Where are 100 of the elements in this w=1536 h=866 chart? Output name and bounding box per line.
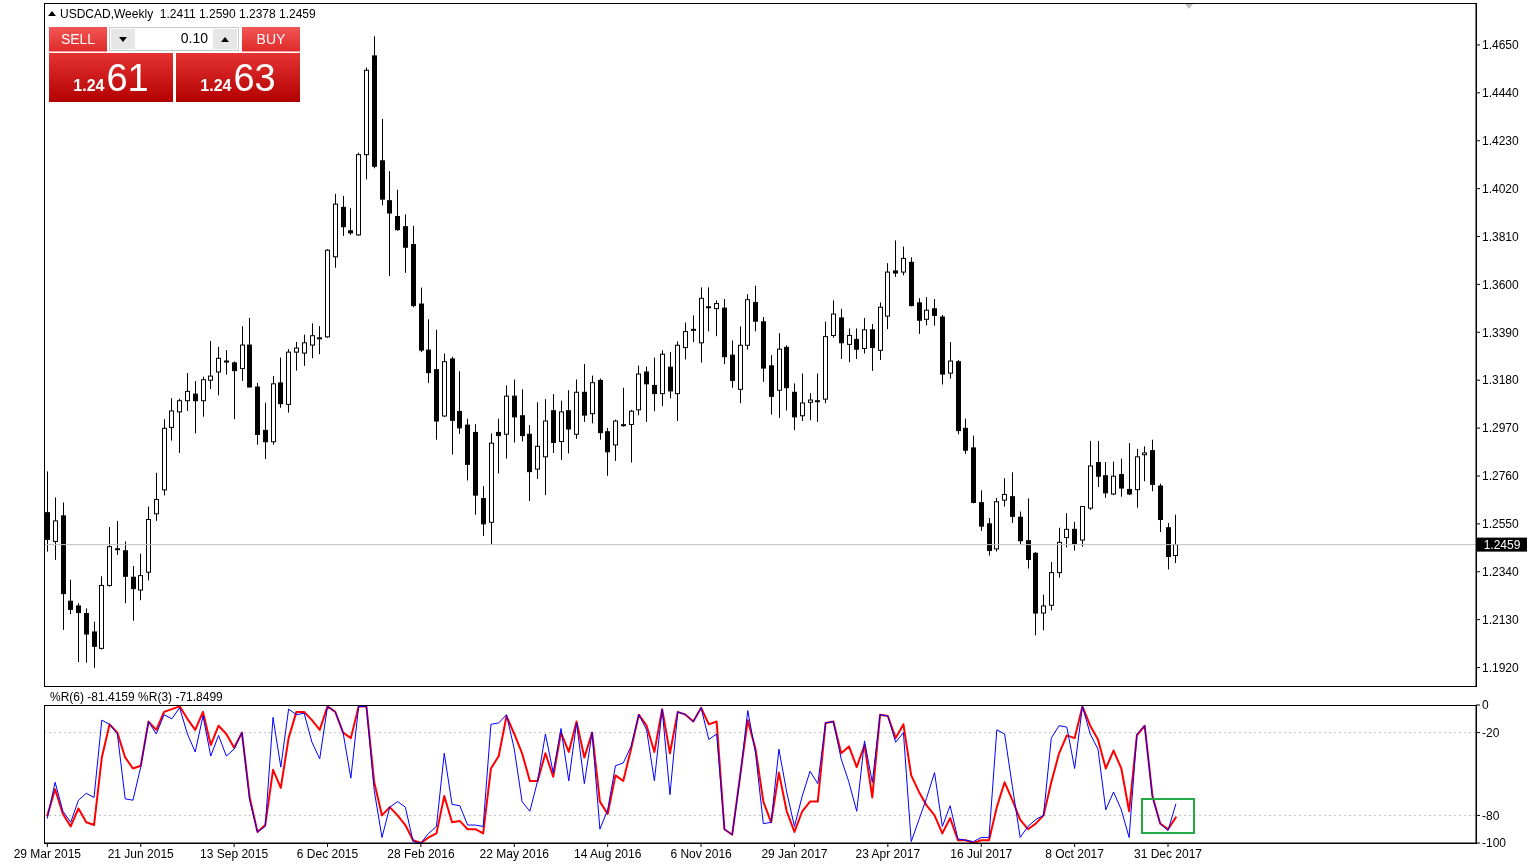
candlestick xyxy=(403,213,408,274)
candlestick xyxy=(932,298,937,327)
candlestick xyxy=(668,351,673,399)
annotation: 1.2461 xyxy=(73,57,149,99)
candlestick xyxy=(566,389,571,454)
candlestick xyxy=(652,357,657,412)
line-series xyxy=(46,705,1177,843)
candlestick xyxy=(1096,440,1101,488)
candlestick xyxy=(605,427,610,477)
candlestick xyxy=(169,397,174,442)
x-tick-label: 13 Sep 2015 xyxy=(200,846,269,861)
candlestick xyxy=(278,357,283,409)
candlestick xyxy=(1002,477,1007,508)
candlestick xyxy=(629,409,634,464)
candlestick xyxy=(68,579,73,615)
y-tick-label: 1.2130 xyxy=(1482,612,1520,627)
candlestick xyxy=(76,602,81,663)
candlestick xyxy=(1111,461,1116,496)
candlestick xyxy=(706,286,711,332)
y-tick-label: 1.4440 xyxy=(1482,86,1520,101)
lot-field: 0.10 xyxy=(109,27,239,51)
candlestick xyxy=(535,401,540,480)
y-tick-label: 1.4230 xyxy=(1482,134,1520,148)
candlestick xyxy=(208,340,213,390)
x-tick-label: 22 May 2016 xyxy=(479,846,550,861)
y-tick-label: 1.2550 xyxy=(1482,517,1520,532)
candlestick xyxy=(862,317,867,355)
candlestick xyxy=(714,299,719,337)
candlestick xyxy=(395,189,400,232)
candlestick xyxy=(1127,442,1132,496)
candlestick xyxy=(387,170,392,277)
candlestick xyxy=(53,496,58,561)
x-tick-label: 29 Jan 2017 xyxy=(761,846,828,861)
candlestick xyxy=(613,419,618,462)
candlestick xyxy=(854,327,859,360)
price-box: 1.2461 xyxy=(49,53,173,102)
annotation: SELL xyxy=(60,31,96,47)
x-tick-label: 6 Nov 2016 xyxy=(670,846,733,861)
x-tick-label: 31 Dec 2017 xyxy=(1134,846,1203,861)
x-tick-label: 23 Apr 2017 xyxy=(855,846,921,861)
candlestick xyxy=(683,321,688,360)
candlestick xyxy=(520,388,525,443)
candlestick xyxy=(1072,521,1077,552)
candlestick xyxy=(512,379,517,443)
y-tick-label: 0 xyxy=(1482,698,1489,713)
candlestick xyxy=(457,370,462,435)
candlestick xyxy=(232,360,237,420)
y-tick-label: 1.3180 xyxy=(1482,373,1520,388)
candlestick xyxy=(582,363,587,423)
y-tick-label: 1.3600 xyxy=(1482,277,1520,292)
candlestick xyxy=(302,334,307,367)
candlestick xyxy=(1018,511,1023,545)
candlestick xyxy=(870,323,875,372)
candlestick xyxy=(138,553,143,601)
candlestick xyxy=(808,392,813,421)
candlestick xyxy=(294,341,299,372)
x-tick-label: 16 Jul 2017 xyxy=(950,846,1013,861)
x-tick-label: 21 Jun 2015 xyxy=(107,846,175,861)
candlestick xyxy=(1142,445,1147,482)
candlestick xyxy=(917,297,922,335)
y-tick-label: 1.3810 xyxy=(1482,229,1520,244)
y-tick-label: 1.2970 xyxy=(1482,421,1520,436)
candlestick xyxy=(92,621,97,669)
candlestick xyxy=(224,349,229,376)
candlestick xyxy=(426,318,431,384)
candlestick xyxy=(310,322,315,359)
candlestick xyxy=(154,472,159,522)
candlestick xyxy=(201,376,206,418)
y-tick-label: 1.2760 xyxy=(1482,469,1520,484)
annotation: 1.2463 xyxy=(200,57,276,99)
x-tick-label: 28 Feb 2016 xyxy=(387,846,455,861)
candlestick xyxy=(621,387,626,428)
candlestick xyxy=(131,565,136,622)
candlestick xyxy=(800,373,805,422)
y-tick-label: 1.2340 xyxy=(1482,565,1520,580)
candlestick xyxy=(1064,512,1069,548)
price-box: 1.2463 xyxy=(176,53,300,102)
candlestick xyxy=(847,327,852,363)
candlestick xyxy=(1026,497,1031,570)
candlestick xyxy=(240,325,245,382)
candlestick xyxy=(84,607,89,664)
candlestick xyxy=(963,418,968,455)
annotation: 0.10 xyxy=(180,30,208,46)
x-tick-label: 8 Oct 2017 xyxy=(1045,846,1105,861)
buy-button: BUY xyxy=(242,27,300,52)
candlestick xyxy=(1119,458,1124,498)
candlestick xyxy=(815,373,820,423)
candlestick xyxy=(115,520,120,556)
y-tick-label: 1.4020 xyxy=(1482,181,1520,196)
candlestick xyxy=(644,366,649,423)
candlestick xyxy=(317,325,322,355)
candlestick xyxy=(263,402,268,460)
y-tick-label: 1.3390 xyxy=(1482,325,1520,340)
candlestick xyxy=(1010,471,1015,524)
x-tick-label: 6 Dec 2015 xyxy=(296,846,359,861)
y-tick-label: -20 xyxy=(1482,725,1500,740)
candlestick xyxy=(193,380,198,434)
y-tick-label: 1.1920 xyxy=(1482,660,1520,675)
y-tick-label: 1.4650 xyxy=(1482,38,1520,53)
annotation: BUY xyxy=(256,31,286,47)
